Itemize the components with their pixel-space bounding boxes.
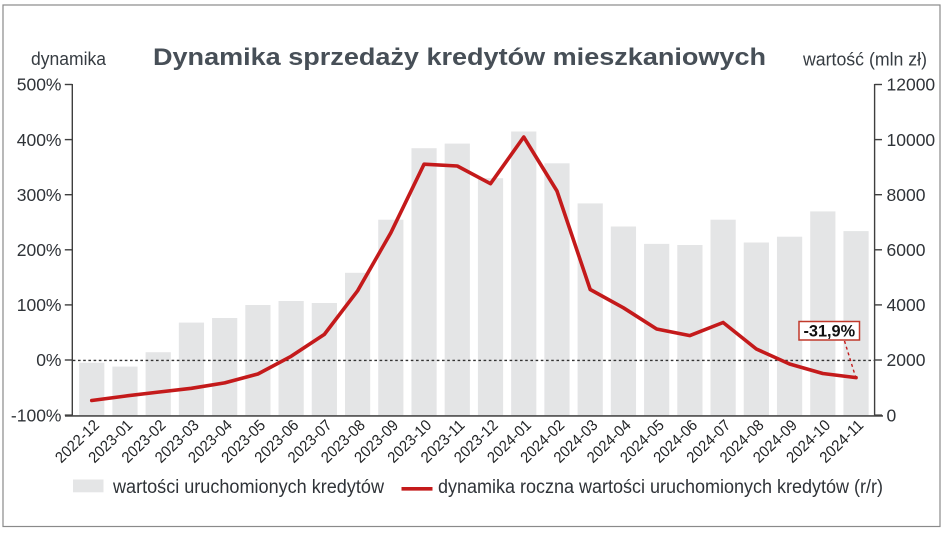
svg-text:-100%: -100% (11, 405, 62, 425)
svg-text:400%: 400% (17, 130, 62, 150)
svg-text:0: 0 (887, 405, 897, 425)
svg-text:500%: 500% (17, 75, 62, 95)
svg-text:wartość (mln zł): wartość (mln zł) (802, 50, 927, 70)
svg-text:12000: 12000 (887, 75, 936, 95)
svg-text:100%: 100% (17, 295, 62, 315)
svg-text:4000: 4000 (887, 295, 926, 315)
svg-text:6000: 6000 (887, 240, 926, 260)
svg-text:-31,9%: -31,9% (804, 323, 856, 341)
svg-text:8000: 8000 (887, 185, 926, 205)
svg-text:Dynamika sprzedaży kredytów mi: Dynamika sprzedaży kredytów mieszkaniowy… (153, 44, 766, 71)
svg-text:0%: 0% (36, 350, 61, 370)
svg-text:10000: 10000 (887, 130, 936, 150)
svg-text:dynamika: dynamika (31, 49, 107, 69)
svg-text:200%: 200% (17, 240, 62, 260)
svg-text:300%: 300% (17, 185, 62, 205)
svg-text:wartości uruchomionych kredytó: wartości uruchomionych kredytów (112, 477, 384, 498)
svg-text:dynamika roczna wartości uruch: dynamika roczna wartości uruchomionych k… (438, 477, 883, 498)
svg-text:2000: 2000 (887, 350, 926, 370)
